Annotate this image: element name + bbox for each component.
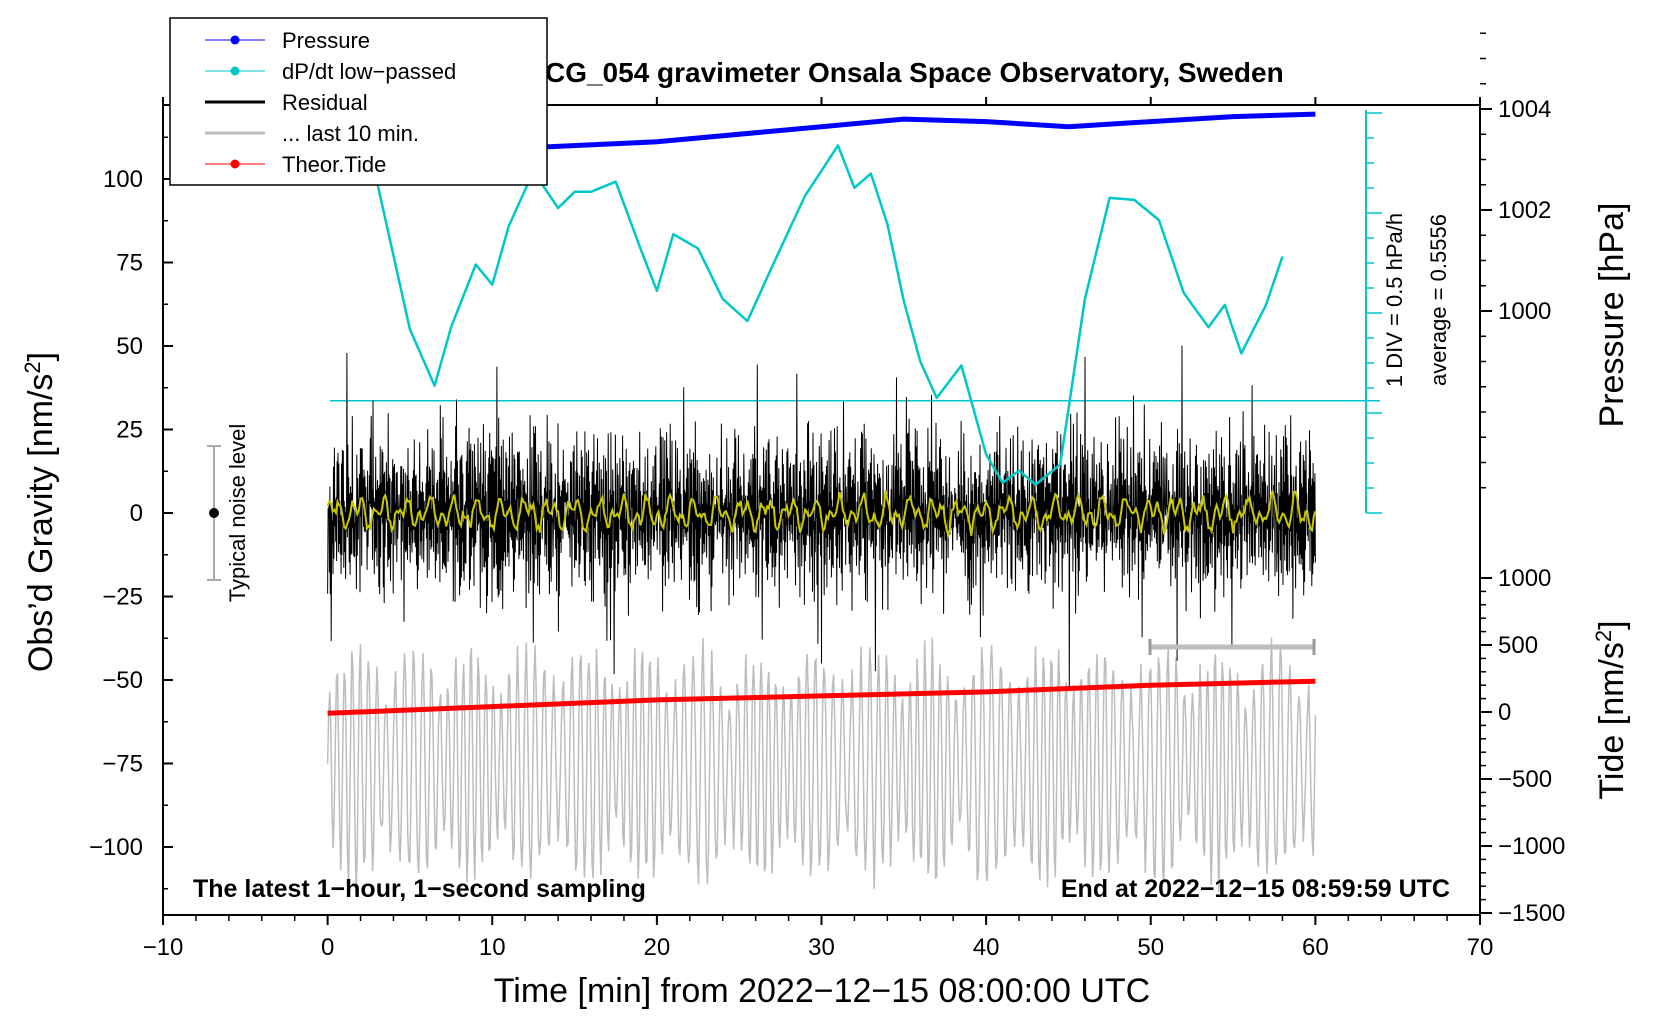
noise-level-indicator: Typical noise level [207, 424, 250, 603]
series-residual-line [327, 345, 1316, 691]
time-tick-label: 70 [1467, 934, 1494, 961]
legend-label: Theor.Tide [282, 152, 386, 177]
time-tick-label: 10 [479, 934, 506, 961]
series-layer [326, 111, 1317, 893]
y-axis-label-tide: Tide [nm/s2] [1591, 620, 1631, 799]
gravity-tick-label: 75 [116, 250, 143, 277]
legend: Pressure dP/dt low−passed Residual ... last… [169, 17, 548, 186]
annotation-end-time: End at 2022−12−15 08:59:59 UTC [1061, 875, 1450, 903]
pressure-tick-label: 1002 [1498, 197, 1551, 224]
legend-label: Pressure [282, 28, 370, 53]
time-tick-label: 30 [808, 934, 835, 961]
gravity-tick-label: 25 [116, 417, 143, 444]
series-pressure-line [327, 111, 1316, 168]
pressure-tick-label: 1004 [1498, 96, 1551, 123]
time-axis-ticks: −10 0 10 20 30 40 50 60 70 [143, 97, 1494, 961]
y-axis-label-pressure: Pressure [hPa] [1593, 203, 1631, 428]
tide-tick-label: 1000 [1498, 565, 1551, 592]
pressure-tick-label: 1000 [1498, 298, 1551, 325]
y-axis-label-gravity: Obs’d Gravity [nm/s2] [20, 352, 60, 672]
gravity-tick-label: 0 [130, 500, 143, 527]
gravity-tick-label: −100 [89, 834, 143, 861]
gravity-tick-label: −75 [102, 751, 143, 778]
legend-label: Residual [282, 90, 368, 115]
plot-frame [162, 104, 1481, 916]
legend-marker [230, 66, 240, 76]
time-tick-label: 20 [644, 934, 671, 961]
tide-tick-label: −1500 [1498, 900, 1565, 927]
legend-marker [230, 35, 240, 45]
legend-marker [230, 159, 240, 169]
gravity-tick-label: −50 [102, 667, 143, 694]
legend-label: ... last 10 min. [282, 121, 419, 146]
time-tick-label: 50 [1137, 934, 1164, 961]
time-tick-label: 0 [321, 934, 334, 961]
gravity-tick-label: 100 [103, 166, 143, 193]
tide-axis-ticks: −1500 −1000 −500 0 500 1000 [1480, 565, 1565, 927]
pressure-axis-ticks: 1000 1002 1004 [1480, 32, 1551, 489]
legend-label: dP/dt low−passed [282, 59, 456, 84]
dpdt-scale [330, 110, 1382, 514]
time-tick-label: 60 [1302, 934, 1329, 961]
noise-level-label: Typical noise level [225, 424, 250, 603]
noise-bar-center [209, 508, 219, 518]
last10-bracket [1148, 639, 1316, 655]
time-tick-label: 40 [973, 934, 1000, 961]
tide-tick-label: −1000 [1498, 833, 1565, 860]
chart-title: SCG_054 gravimeter Onsala Space Observat… [526, 57, 1283, 88]
gravity-tick-label: 50 [116, 333, 143, 360]
series-residual-smoothed-line [326, 490, 1317, 539]
gravity-tick-label: −25 [102, 584, 143, 611]
tide-tick-label: 0 [1498, 699, 1511, 726]
dpdt-div-label: 1 DIV = 0.5 hPa/h [1382, 213, 1407, 387]
dpdt-average-label: average = 0.5556 [1426, 214, 1451, 386]
tide-tick-label: −500 [1498, 766, 1552, 793]
x-axis-label: Time [min] from 2022−12−15 08:00:00 UTC [494, 972, 1150, 1010]
series-tide-line [327, 678, 1316, 716]
time-tick-label: −10 [143, 934, 184, 961]
annotation-sampling: The latest 1−hour, 1−second sampling [193, 875, 646, 903]
tide-tick-label: 500 [1498, 632, 1538, 659]
gravity-axis-ticks: −100 −75 −50 −25 0 25 50 75 100 [89, 136, 173, 890]
